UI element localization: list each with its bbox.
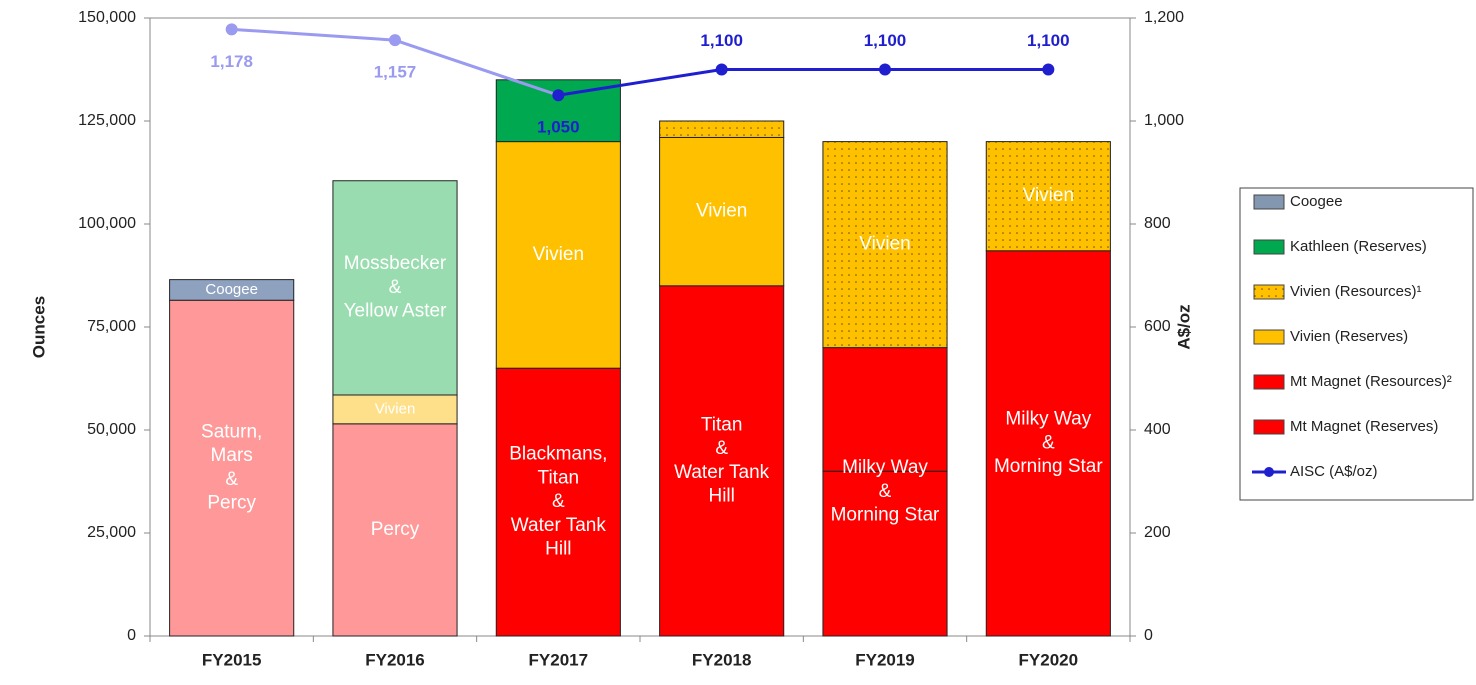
line-point <box>1042 63 1055 76</box>
y-tick-label: 150,000 <box>78 9 136 26</box>
bar-segment <box>659 285 785 637</box>
bar-segment <box>659 120 785 138</box>
y-tick-label: 50,000 <box>87 421 136 438</box>
bar-segment <box>822 470 948 637</box>
segment-label: Saturn, Mars & Percy <box>201 422 262 514</box>
legend-label: Kathleen (Reserves) <box>1290 238 1427 255</box>
legend-label: AISC (A$/oz) <box>1290 463 1378 480</box>
y-tick-label: 125,000 <box>78 112 136 129</box>
bar-segment <box>822 141 948 349</box>
legend-swatch <box>1253 239 1285 255</box>
x-tick-label: FY2017 <box>529 650 589 669</box>
y2-tick-label: 1,000 <box>1144 112 1184 129</box>
line-segment <box>231 27 396 42</box>
legend-marker <box>1264 467 1274 477</box>
legend-swatch <box>1253 329 1285 345</box>
bar-segment <box>985 250 1111 637</box>
legend-swatch <box>1253 284 1285 300</box>
y-tick-label: 75,000 <box>87 318 136 335</box>
legend-label: Coogee <box>1290 193 1343 210</box>
y2-tick-label: 200 <box>1144 524 1171 541</box>
bar-segment <box>169 279 295 301</box>
x-tick-label: FY2019 <box>855 650 915 669</box>
y-tick-label: 100,000 <box>78 215 136 232</box>
y2-tick-label: 600 <box>1144 318 1171 335</box>
y2-tick-label: 0 <box>1144 627 1153 644</box>
y-tick-label: 25,000 <box>87 524 136 541</box>
line-segment <box>558 68 722 97</box>
bar-segment <box>985 141 1111 252</box>
x-tick-label: FY2020 <box>1019 650 1079 669</box>
bar-segment <box>332 423 458 637</box>
legend-label: Mt Magnet (Reserves) <box>1290 418 1438 435</box>
legend-label: Mt Magnet (Resources)² <box>1290 373 1452 390</box>
data-label: 1,178 <box>210 52 253 71</box>
legend-swatch <box>1253 194 1285 210</box>
legend-label: Vivien (Reserves) <box>1290 328 1408 345</box>
legend-swatch <box>1253 419 1285 435</box>
y-tick-label: 0 <box>127 627 136 644</box>
y2-tick-label: 800 <box>1144 215 1171 232</box>
bar-segment <box>822 347 948 472</box>
line-point <box>552 89 565 102</box>
y2-axis-title: A$/oz <box>1174 304 1193 349</box>
line-segment <box>394 38 559 97</box>
data-label: 1,050 <box>537 118 580 137</box>
data-label: 1,157 <box>374 63 417 82</box>
segment-label: Vivien <box>375 400 416 417</box>
legend-label: Vivien (Resources)¹ <box>1290 283 1421 300</box>
segment-label: Vivien <box>696 201 747 222</box>
segment-label: Titan & Water Tank Hill <box>674 414 770 506</box>
data-label: 1,100 <box>864 31 907 50</box>
bar-segment <box>495 141 621 369</box>
y-axis-title: Ounces <box>29 296 48 358</box>
segment-label: Milky Way & Morning Star <box>994 409 1103 478</box>
segment-label: Milky Way & Morning Star <box>831 457 940 526</box>
line-point <box>225 23 238 36</box>
segment-label: Blackmans, Titan & Water Tank Hill <box>509 444 607 560</box>
bar-segment <box>495 367 621 637</box>
x-tick-label: FY2016 <box>365 650 425 669</box>
legend-swatch <box>1253 374 1285 390</box>
bar-segment <box>332 180 458 396</box>
x-tick-label: FY2018 <box>692 650 752 669</box>
segment-label: Percy <box>371 519 420 540</box>
line-point <box>389 34 401 47</box>
segment-label: Coogee <box>205 281 258 298</box>
data-label: 1,100 <box>1027 31 1070 50</box>
line-point <box>879 63 891 76</box>
data-label: 1,100 <box>700 31 743 50</box>
segment-label: Vivien <box>533 244 584 265</box>
bar-segment <box>332 394 458 425</box>
y2-tick-label: 1,200 <box>1144 9 1184 26</box>
x-tick-label: FY2015 <box>202 650 262 669</box>
segment-label: Mossbecker & Yellow Aster <box>344 253 447 322</box>
bar-segment <box>659 136 785 287</box>
segment-label: Vivien <box>1023 185 1074 206</box>
segment-label: Vivien <box>859 234 910 255</box>
y2-tick-label: 400 <box>1144 421 1171 438</box>
line-point <box>715 63 728 76</box>
